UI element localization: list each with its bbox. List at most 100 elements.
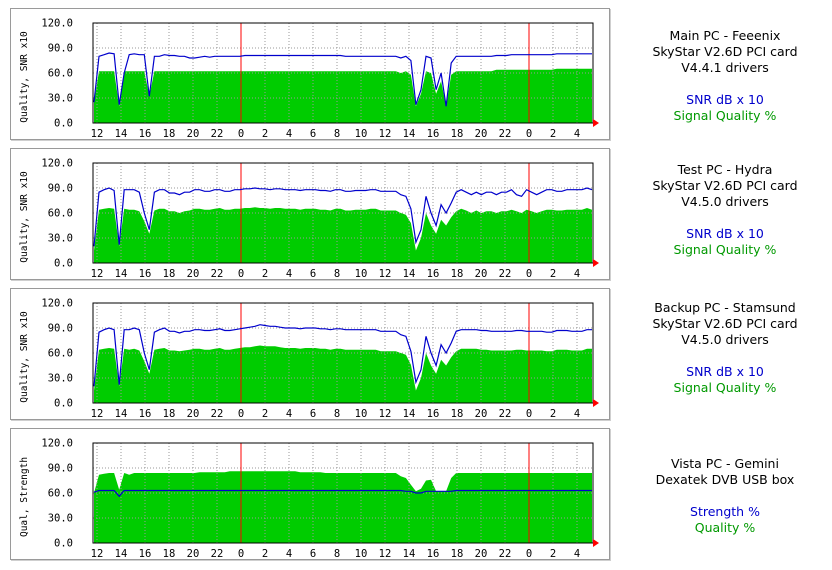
x-tick-label: 0 bbox=[526, 408, 532, 419]
x-tick-label: 6 bbox=[310, 408, 316, 419]
y-tick-label: 0.0 bbox=[54, 538, 73, 550]
x-tick-label: 20 bbox=[187, 128, 200, 139]
x-tick-label: 22 bbox=[211, 548, 224, 559]
x-tick-label: 2 bbox=[550, 268, 556, 279]
plot-border bbox=[92, 162, 594, 264]
y-tick-label: 30.0 bbox=[48, 513, 73, 525]
y-tick-label: 0.0 bbox=[54, 398, 73, 410]
y-tick-label: 90.0 bbox=[48, 463, 73, 475]
y-tick-label: 120.0 bbox=[41, 158, 73, 170]
x-tick-label: 22 bbox=[499, 128, 512, 139]
legend-line: SkyStar V2.6D PCI card bbox=[652, 316, 798, 331]
x-axis-arrow bbox=[593, 119, 599, 127]
x-tick-label: 14 bbox=[403, 268, 416, 279]
y-tick-label: 120.0 bbox=[41, 18, 73, 30]
y-tick-label: 30.0 bbox=[48, 373, 73, 385]
x-tick-label: 4 bbox=[286, 408, 292, 419]
x-tick-label: 0 bbox=[238, 128, 244, 139]
x-tick-label: 2 bbox=[550, 128, 556, 139]
y-tick-label: 60.0 bbox=[48, 208, 73, 220]
legend-line: V4.4.1 drivers bbox=[681, 60, 769, 75]
x-tick-label: 12 bbox=[379, 408, 392, 419]
x-tick-label: 10 bbox=[355, 128, 368, 139]
x-tick-label: 20 bbox=[475, 548, 488, 559]
x-tick-label: 16 bbox=[139, 408, 152, 419]
legend-quality: Quality % bbox=[694, 520, 756, 535]
y-tick-label: 60.0 bbox=[48, 348, 73, 360]
y-tick-label: 0.0 bbox=[54, 258, 73, 270]
quality-area bbox=[94, 68, 592, 123]
legend-quality: Signal Quality % bbox=[673, 242, 777, 257]
snr-quality-chart: 120.090.060.030.00.012 14 16 18 20 22 0 2 4 6 8 10 1… bbox=[19, 18, 599, 139]
x-tick-label: 0 bbox=[238, 548, 244, 559]
x-tick-label: 4 bbox=[574, 548, 580, 559]
legend: Backup PC - Stamsund SkyStar V2.6D PCI c… bbox=[620, 300, 830, 396]
x-tick-label: 8 bbox=[334, 268, 340, 279]
quality-area bbox=[94, 471, 592, 543]
x-tick-label: 8 bbox=[334, 548, 340, 559]
x-tick-label: 14 bbox=[115, 408, 128, 419]
chart-row-main: 120.0 90.0 60.0 30.0 0.0 12 14 16 18 20 22 0 2 4 6 8 10 1… bbox=[0, 8, 832, 148]
x-tick-label: 4 bbox=[574, 128, 580, 139]
x-tick-label: 16 bbox=[139, 548, 152, 559]
y-tick-label: 90.0 bbox=[48, 183, 73, 195]
snr-quality-chart: 120.090.060.030.00.012 14 16 18 20 22 0 2 4 6 8 10 1… bbox=[19, 158, 599, 279]
x-tick-label: 16 bbox=[427, 408, 440, 419]
y-tick-label: 90.0 bbox=[48, 43, 73, 55]
x-tick-label: 22 bbox=[499, 548, 512, 559]
plot-border bbox=[92, 442, 594, 544]
x-tick-label: 20 bbox=[187, 548, 200, 559]
x-tick-label: 18 bbox=[451, 408, 464, 419]
y-tick-label: 120.0 bbox=[41, 438, 73, 450]
x-tick-label: 20 bbox=[187, 268, 200, 279]
x-tick-label: 0 bbox=[238, 408, 244, 419]
chart-panel: 120.0 90.0 60.0 30.0 0.0 12 14 16 18 20 22 0 2 4 6 8 10 1… bbox=[10, 428, 610, 560]
x-tick-label: 4 bbox=[286, 128, 292, 139]
legend-line: Vista PC - Gemini bbox=[671, 456, 779, 471]
x-tick-label: 16 bbox=[427, 548, 440, 559]
legend: Vista PC - Gemini Dexatek DVB USB box St… bbox=[620, 456, 830, 536]
legend-line: SkyStar V2.6D PCI card bbox=[652, 44, 798, 59]
y-tick-label: 30.0 bbox=[48, 93, 73, 105]
chart-panel: 120.0 90.0 60.0 30.0 0.0 12 14 16 18 20 22 0 2 4 6 8 10 1… bbox=[10, 148, 610, 280]
x-tick-label: 16 bbox=[139, 268, 152, 279]
x-tick-label: 6 bbox=[310, 268, 316, 279]
x-tick-label: 12 bbox=[91, 268, 104, 279]
quality-area bbox=[94, 345, 592, 403]
legend-quality: Signal Quality % bbox=[673, 108, 777, 123]
x-tick-label: 6 bbox=[310, 548, 316, 559]
legend-line: V4.5.0 drivers bbox=[681, 194, 769, 209]
x-tick-label: 10 bbox=[355, 268, 368, 279]
chart-row-test: 120.0 90.0 60.0 30.0 0.0 12 14 16 18 20 22 0 2 4 6 8 10 1… bbox=[0, 148, 832, 288]
x-tick-label: 12 bbox=[91, 128, 104, 139]
x-tick-label: 4 bbox=[574, 268, 580, 279]
x-tick-label: 0 bbox=[238, 268, 244, 279]
x-tick-label: 18 bbox=[451, 548, 464, 559]
x-tick-label: 22 bbox=[499, 268, 512, 279]
x-tick-label: 18 bbox=[163, 128, 176, 139]
x-tick-label: 2 bbox=[262, 268, 268, 279]
x-tick-label: 16 bbox=[139, 128, 152, 139]
x-tick-label: 0 bbox=[526, 128, 532, 139]
x-axis-arrow bbox=[593, 399, 599, 407]
x-tick-label: 12 bbox=[379, 128, 392, 139]
x-tick-label: 8 bbox=[334, 408, 340, 419]
y-axis-label: Qual, Strength bbox=[19, 457, 30, 537]
x-tick-label: 20 bbox=[187, 408, 200, 419]
x-tick-label: 20 bbox=[475, 268, 488, 279]
snr-line bbox=[93, 489, 592, 498]
legend-line: Test PC - Hydra bbox=[677, 162, 773, 177]
legend-snr: SNR dB x 10 bbox=[686, 92, 764, 107]
y-tick-label: 90.0 bbox=[48, 323, 73, 335]
x-tick-label: 20 bbox=[475, 128, 488, 139]
x-tick-label: 12 bbox=[91, 408, 104, 419]
x-tick-label: 18 bbox=[163, 408, 176, 419]
x-axis-arrow bbox=[593, 539, 599, 547]
legend-line: SkyStar V2.6D PCI card bbox=[652, 178, 798, 193]
x-tick-label: 22 bbox=[211, 268, 224, 279]
snr-line bbox=[93, 187, 593, 247]
x-tick-label: 0 bbox=[526, 548, 532, 559]
y-tick-label: 60.0 bbox=[48, 68, 73, 80]
x-tick-label: 16 bbox=[427, 268, 440, 279]
x-tick-label: 22 bbox=[211, 128, 224, 139]
